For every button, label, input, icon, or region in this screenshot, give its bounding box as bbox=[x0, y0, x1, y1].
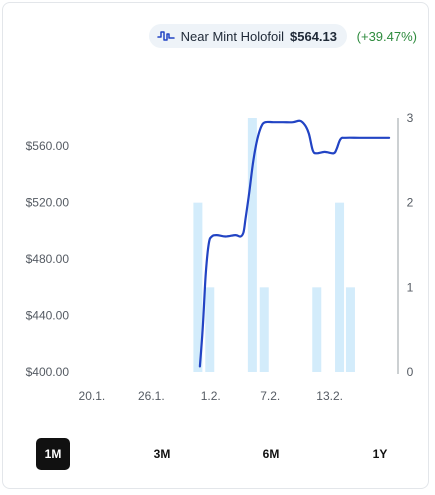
y-right-tick-label: 3 bbox=[407, 111, 414, 125]
range-button-3m[interactable]: 3M bbox=[153, 447, 171, 461]
price-history-icon bbox=[156, 31, 175, 41]
volume-bar bbox=[247, 118, 257, 372]
x-tick-label: 20.1. bbox=[79, 389, 106, 403]
y-left-tick-label: $560.00 bbox=[26, 139, 70, 153]
price-change: (+39.47%) bbox=[356, 29, 417, 44]
x-tick-label: 26.1. bbox=[138, 389, 165, 403]
y-right-tick-label: 2 bbox=[407, 196, 414, 210]
y-left-tick-label: $520.00 bbox=[26, 196, 70, 210]
y-left-tick-label: $400.00 bbox=[26, 365, 70, 379]
variant-chip[interactable]: Near Mint Holofoil $564.13 bbox=[148, 24, 347, 48]
price-series-line bbox=[198, 119, 391, 368]
volume-bar bbox=[312, 287, 322, 372]
price-history-card bbox=[2, 2, 429, 489]
volume-bar bbox=[335, 202, 345, 372]
price-line bbox=[198, 119, 391, 368]
y-right-tick-labels: 0 1 2 3 bbox=[407, 111, 414, 379]
range-selector: 1M 3M 6M 1Y bbox=[36, 438, 408, 470]
y-left-tick-label: $480.00 bbox=[26, 252, 70, 266]
y-left-tick-labels: $400.00 $440.00 $480.00 $520.00 $560.00 bbox=[26, 139, 70, 379]
x-tick-label: 1.2. bbox=[201, 389, 221, 403]
x-tick-labels: 20.1. 26.1. 1.2. 7.2. 13.2. bbox=[79, 389, 343, 403]
x-tick-label: 7.2. bbox=[260, 389, 280, 403]
current-price: $564.13 bbox=[290, 28, 337, 44]
volume-bars bbox=[193, 118, 355, 372]
y-right-tick-label: 1 bbox=[407, 280, 414, 294]
volume-bar bbox=[193, 202, 203, 372]
volume-bar bbox=[259, 287, 269, 372]
range-button-6m[interactable]: 6M bbox=[262, 447, 280, 461]
x-tick-label: 13.2. bbox=[316, 389, 343, 403]
variant-label: Near Mint Holofoil bbox=[180, 28, 284, 44]
range-button-1m[interactable]: 1M bbox=[36, 438, 70, 470]
volume-bar bbox=[205, 287, 215, 372]
range-button-1y[interactable]: 1Y bbox=[372, 447, 388, 461]
y-right-tick-label: 0 bbox=[407, 365, 414, 379]
volume-bar bbox=[345, 287, 355, 372]
y-left-tick-label: $440.00 bbox=[26, 309, 70, 323]
